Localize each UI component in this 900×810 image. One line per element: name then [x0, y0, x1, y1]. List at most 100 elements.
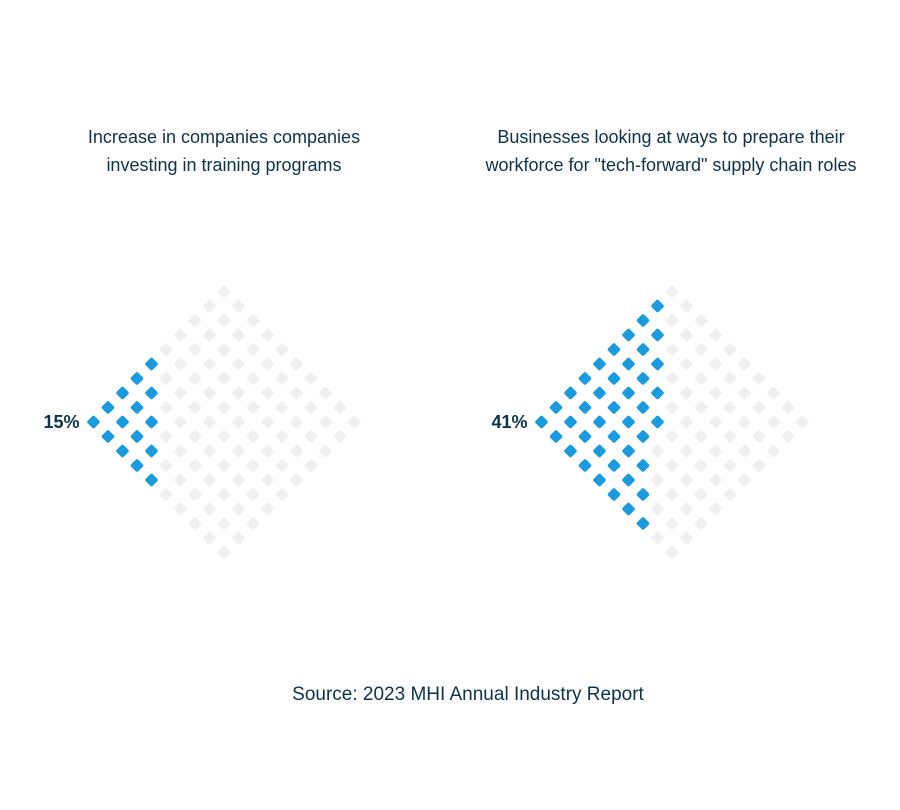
filled-cell: [116, 415, 129, 429]
filled-cell: [636, 488, 650, 501]
empty-cell: [217, 459, 231, 472]
empty-cell: [709, 357, 722, 371]
empty-cell: [333, 401, 347, 414]
empty-cell: [246, 459, 260, 472]
filled-cell: [622, 415, 635, 429]
empty-cell: [246, 314, 260, 327]
empty-cell: [304, 372, 318, 385]
filled-cell: [130, 372, 144, 385]
empty-cell: [174, 328, 187, 342]
filled-cell: [578, 372, 592, 385]
empty-cell: [246, 488, 260, 501]
filled-cell: [636, 517, 650, 530]
filled-cell: [622, 473, 635, 487]
empty-cell: [796, 415, 809, 429]
empty-cell: [651, 473, 664, 487]
empty-cell: [232, 473, 245, 487]
empty-cell: [738, 415, 751, 429]
empty-cell: [319, 444, 332, 458]
empty-cell: [752, 372, 766, 385]
empty-cell: [709, 444, 722, 458]
empty-cell: [723, 430, 737, 443]
empty-cell: [217, 401, 231, 414]
empty-cell: [290, 386, 303, 400]
empty-cell: [738, 473, 751, 487]
empty-cell: [159, 372, 173, 385]
empty-cell: [203, 531, 216, 545]
empty-cell: [709, 415, 722, 429]
empty-cell: [275, 401, 289, 414]
empty-cell: [217, 430, 231, 443]
empty-cell: [665, 343, 679, 356]
empty-cell: [188, 488, 202, 501]
empty-cell: [261, 473, 274, 487]
empty-cell: [159, 430, 173, 443]
empty-cell: [665, 372, 679, 385]
empty-cell: [203, 415, 216, 429]
value-label: 41%: [491, 412, 527, 432]
filled-cell: [578, 430, 592, 443]
empty-cell: [203, 299, 216, 313]
empty-cell: [680, 386, 693, 400]
source: Source: 2023 MHI Annual Industry Report: [292, 684, 644, 705]
empty-cell: [275, 372, 289, 385]
empty-cell: [738, 357, 751, 371]
empty-cell: [217, 343, 231, 356]
empty-cell: [261, 415, 274, 429]
empty-cell: [232, 502, 245, 516]
filled-cell: [607, 372, 621, 385]
empty-cell: [217, 546, 231, 559]
filled-cell: [101, 430, 115, 443]
empty-cell: [174, 502, 187, 516]
filled-cell: [549, 430, 563, 443]
filled-cell: [651, 386, 664, 400]
empty-cell: [694, 343, 708, 356]
empty-cell: [304, 459, 318, 472]
filled-cell: [651, 328, 664, 342]
filled-cell: [145, 415, 158, 429]
filled-cell: [116, 386, 129, 400]
empty-cell: [261, 502, 274, 516]
empty-cell: [767, 386, 780, 400]
empty-cell: [188, 517, 202, 530]
empty-cell: [290, 357, 303, 371]
empty-cell: [694, 517, 708, 530]
empty-cell: [217, 488, 231, 501]
filled-cell: [622, 328, 635, 342]
empty-cell: [665, 488, 679, 501]
empty-cell: [174, 415, 187, 429]
empty-cell: [261, 357, 274, 371]
filled-cell: [636, 343, 650, 356]
empty-cell: [680, 473, 693, 487]
empty-cell: [232, 357, 245, 371]
empty-cell: [680, 357, 693, 371]
empty-cell: [781, 401, 795, 414]
empty-cell: [261, 386, 274, 400]
filled-cell: [636, 459, 650, 472]
empty-cell: [680, 299, 693, 313]
empty-cell: [290, 473, 303, 487]
filled-cell: [564, 415, 577, 429]
filled-cell: [593, 386, 606, 400]
empty-cell: [290, 444, 303, 458]
empty-cell: [723, 459, 737, 472]
empty-cell: [304, 401, 318, 414]
empty-cell: [752, 430, 766, 443]
filled-cell: [130, 459, 144, 472]
filled-cell: [564, 444, 577, 458]
empty-cell: [246, 343, 260, 356]
filled-cell: [636, 401, 650, 414]
filled-cell: [101, 401, 115, 414]
empty-cell: [217, 372, 231, 385]
empty-cell: [680, 502, 693, 516]
filled-cell: [636, 372, 650, 385]
empty-cell: [694, 459, 708, 472]
empty-cell: [188, 430, 202, 443]
empty-cell: [709, 386, 722, 400]
empty-cell: [767, 415, 780, 429]
empty-cell: [246, 401, 260, 414]
empty-cell: [665, 517, 679, 530]
empty-cell: [188, 401, 202, 414]
filled-cell: [578, 401, 592, 414]
